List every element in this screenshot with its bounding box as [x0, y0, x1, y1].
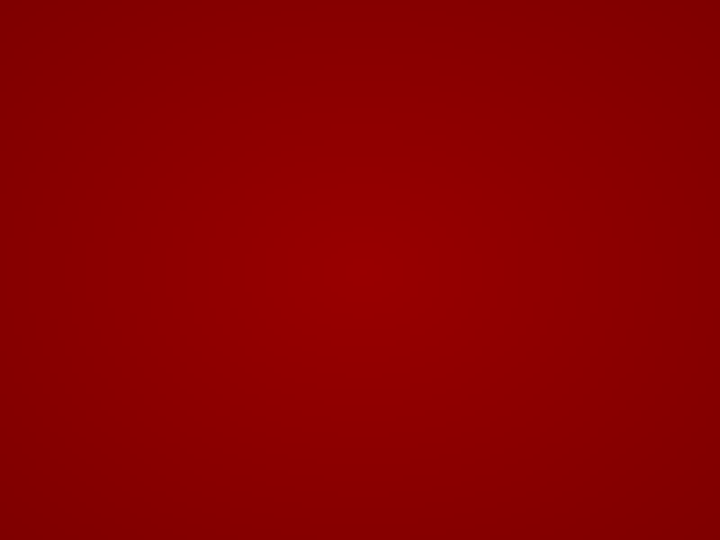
Text: = 197.5 s: = 197.5 s [411, 238, 526, 262]
Text: ☞: ☞ [233, 221, 248, 239]
Text: (cos (θ) d☉/dt): (cos (θ) d☉/dt) [253, 258, 375, 276]
Text: Rate of sun setting, cont: Rate of sun setting, cont [96, 92, 642, 135]
Text: /: / [240, 392, 253, 432]
Text: d☉/dt: d☉/dt [253, 415, 302, 434]
Text: = 127.9 s: = 127.9 s [310, 400, 425, 424]
Text: On March 14, I timed sunset to take
        T = 150 s: On March 14, I timed sunset to take T = … [112, 308, 486, 355]
Text: /: / [240, 227, 256, 272]
Text: T =: T = [151, 395, 223, 429]
Text: On March 21 if there were no refraction the time for sun to
    set would be (at: On March 21 if there were no refraction … [112, 158, 720, 206]
Text: ☉★: ☉★ [230, 386, 257, 401]
Text: My model predicts ☉★ = 0.533: My model predicts ☉★ = 0.533 [112, 375, 439, 395]
Text: T =: T = [151, 233, 223, 267]
